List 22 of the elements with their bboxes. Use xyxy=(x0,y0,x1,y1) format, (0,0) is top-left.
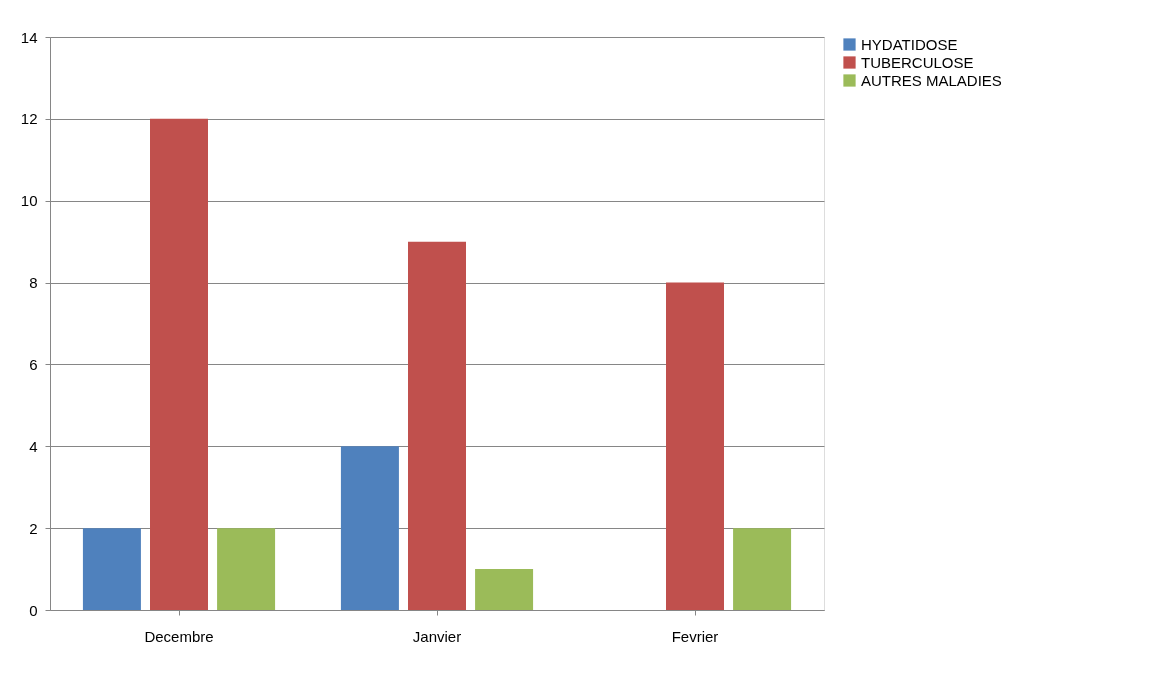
y-tick-label: 10 xyxy=(20,192,38,210)
y-tick-label: 12 xyxy=(20,110,38,128)
x-tick-label: Decembre xyxy=(144,627,214,645)
bar xyxy=(340,446,399,610)
bar xyxy=(475,569,534,610)
bar xyxy=(150,118,208,610)
x-tick-label: Fevrier xyxy=(671,627,719,645)
legend-label: AUTRES MALADIES xyxy=(861,71,1002,89)
legend-label: TUBERCULOSE xyxy=(861,53,974,71)
y-tick-label: 2 xyxy=(29,519,38,537)
y-tick-label: 0 xyxy=(29,601,38,619)
y-tick-label: 8 xyxy=(29,274,38,292)
bar xyxy=(82,528,141,610)
bar xyxy=(408,241,466,610)
y-tick-label: 4 xyxy=(29,437,38,455)
y-tick-label: 6 xyxy=(29,355,38,373)
legend-label: HYDATIDOSE xyxy=(861,35,958,53)
bar xyxy=(733,528,792,610)
x-tick-label: Janvier xyxy=(412,627,462,645)
bar xyxy=(217,528,276,610)
y-tick-label: 14 xyxy=(20,28,38,46)
bar xyxy=(666,282,724,610)
